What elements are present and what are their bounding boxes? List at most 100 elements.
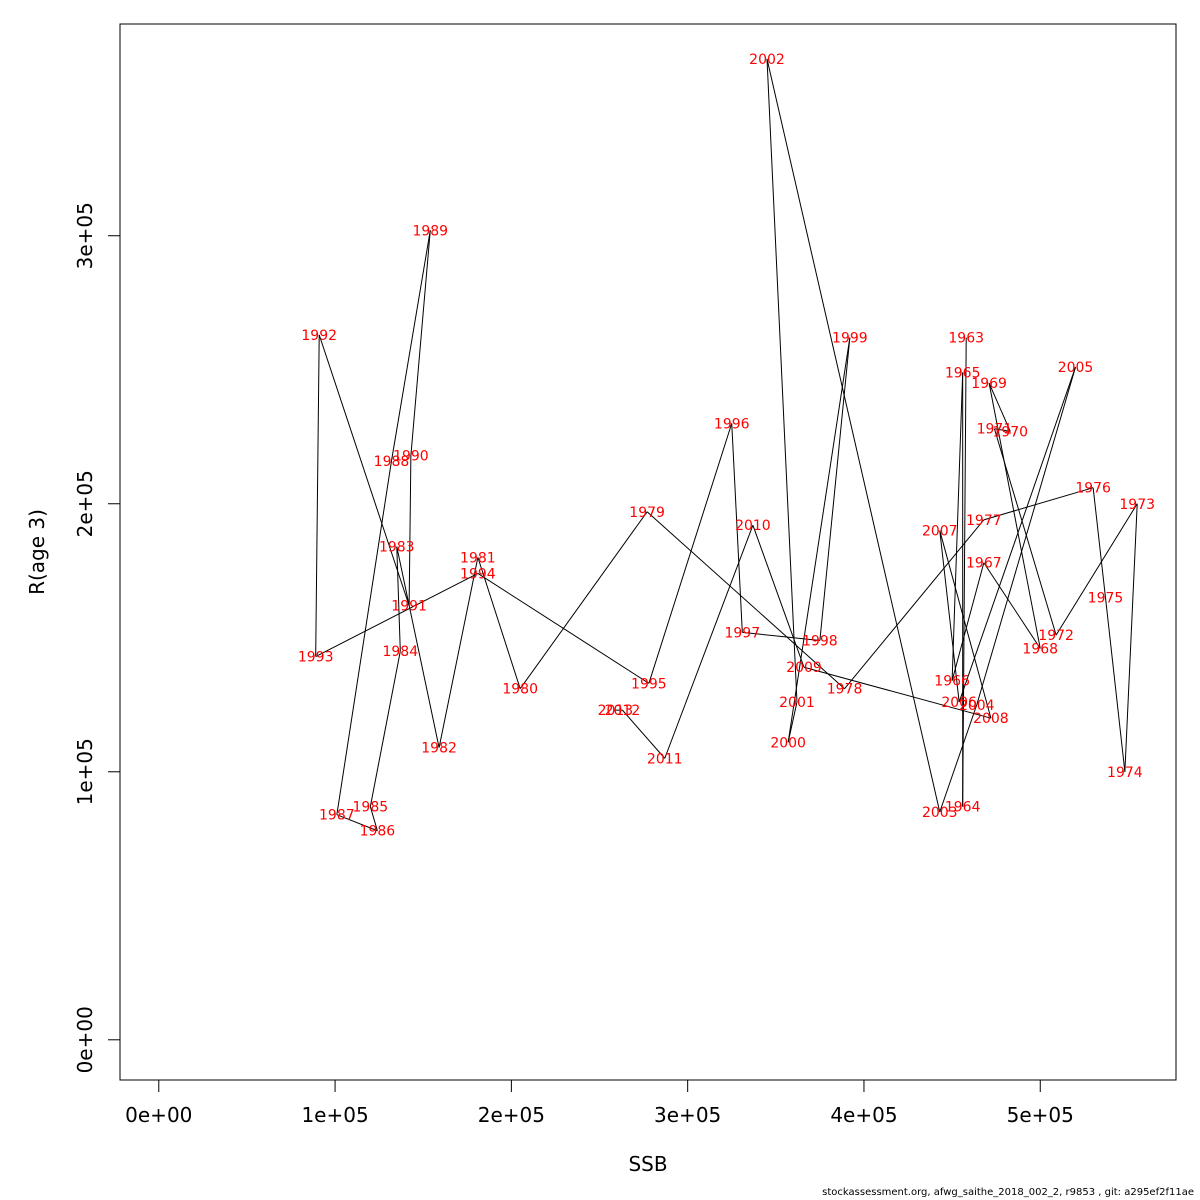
segment-1989-1990: [410, 230, 431, 456]
footer-credit: stockassessment.org, afwg_saithe_2018_00…: [822, 1187, 1194, 1198]
point-label-1981: 1981: [460, 550, 496, 566]
point-label-1996: 1996: [714, 416, 750, 432]
segment-1967-1968: [983, 562, 1041, 649]
segment-1963-1964: [962, 337, 967, 807]
segment-1976-1977: [983, 487, 1094, 521]
y-tick-label: 3e+05: [73, 202, 97, 269]
point-label-1975: 1975: [1088, 591, 1124, 607]
segment-1993-1994: [315, 572, 479, 657]
segment-1974-1975: [1104, 597, 1126, 772]
point-label-1974: 1974: [1107, 765, 1143, 781]
point-label-2007: 2007: [922, 524, 958, 540]
point-label-2006: 2006: [941, 695, 977, 711]
segment-1970-1971: [994, 428, 1011, 432]
segment-1994-1995: [477, 573, 650, 684]
segment-1987-1988: [336, 460, 392, 815]
point-label-1973: 1973: [1119, 497, 1155, 513]
segment-1981-1982: [438, 557, 479, 748]
segment-1990-1991: [408, 455, 412, 606]
segment-2010-2011: [664, 525, 754, 759]
point-label-1965: 1965: [945, 365, 981, 381]
segment-1982-1983: [396, 546, 440, 748]
point-label-2002: 2002: [749, 52, 785, 68]
segment-2003-2004: [939, 704, 978, 813]
segment-2006-2007: [939, 530, 960, 703]
segment-2007-2008: [939, 530, 992, 719]
x-axis: 0e+00 1e+05 2e+05 3e+05 4e+05 5e+05: [125, 1079, 1074, 1127]
point-label-1967: 1967: [966, 556, 1002, 572]
segment-2001-2002: [766, 58, 798, 703]
segment-1988-1989: [390, 230, 431, 461]
segment-1985-1986: [369, 806, 378, 831]
segment-1979-1980: [519, 511, 648, 689]
point-label-2009: 2009: [786, 660, 822, 676]
point-label-1966: 1966: [934, 674, 970, 690]
x-tick-label: 3e+05: [654, 1103, 721, 1127]
point-label-1986: 1986: [360, 824, 396, 840]
point-label-1982: 1982: [421, 741, 457, 757]
point-label-1977: 1977: [966, 513, 1002, 529]
segment-1971-1972: [993, 428, 1057, 636]
point-label-1976: 1976: [1075, 481, 1111, 497]
segment-1992-1993: [315, 334, 320, 657]
point-label-2004: 2004: [959, 698, 995, 714]
point-label-2001: 2001: [779, 695, 815, 711]
y-tick-label: 2e+05: [73, 470, 97, 537]
point-label-1999: 1999: [832, 331, 868, 347]
segment-2008-2009: [803, 666, 992, 719]
segment-2005-2006: [958, 366, 1076, 703]
point-label-1968: 1968: [1022, 641, 1058, 657]
segment-1998-1999: [819, 337, 851, 641]
point-label-1989: 1989: [412, 223, 448, 239]
segment-1980-1981: [477, 557, 521, 689]
point-label-1997: 1997: [724, 625, 760, 641]
point-label-1995: 1995: [631, 676, 667, 692]
point-label-1990: 1990: [393, 449, 429, 465]
segment-1999-2000: [787, 337, 851, 743]
point-label-2000: 2000: [770, 735, 806, 751]
segment-1969-1970: [988, 382, 1011, 432]
point-label-2003: 2003: [922, 805, 958, 821]
plot-frame: [119, 23, 1177, 1081]
point-label-1992: 1992: [301, 328, 337, 344]
point-label-1964: 1964: [945, 800, 981, 816]
x-tick-label: 1e+05: [301, 1103, 368, 1127]
point-label-1983: 1983: [379, 540, 415, 556]
point-label-2010: 2010: [735, 518, 771, 534]
point-label-1978: 1978: [827, 682, 863, 698]
segment-1966-1967: [951, 562, 985, 681]
point-label-1969: 1969: [971, 376, 1007, 392]
point-label-1971: 1971: [977, 422, 1013, 438]
segment-2002-2003: [766, 58, 941, 813]
point-label-1970: 1970: [992, 424, 1028, 440]
point-label-1972: 1972: [1038, 628, 1074, 644]
segment-1995-1996: [648, 423, 733, 684]
point-label-1984: 1984: [382, 644, 418, 660]
x-tick-label: 4e+05: [830, 1103, 897, 1127]
point-label-1963: 1963: [948, 331, 984, 347]
segment-1977-1978: [844, 519, 985, 690]
segment-1978-1979: [646, 511, 845, 690]
segment-1996-1997: [731, 423, 743, 633]
segment-1968-1969: [988, 383, 1041, 649]
segment-1997-1998: [742, 631, 820, 641]
x-tick-label: 5e+05: [1007, 1103, 1074, 1127]
point-label-2011: 2011: [647, 751, 683, 767]
segment-1983-1984: [396, 546, 401, 652]
x-axis-title: SSB: [628, 1152, 667, 1176]
segment-1973-1974: [1124, 503, 1138, 772]
point-label-2012: 2012: [605, 703, 641, 719]
point-label-2013: 2013: [598, 703, 634, 719]
segment-1984-1985: [369, 651, 401, 807]
segment-2004-2005: [976, 366, 1076, 705]
point-label-1987: 1987: [319, 808, 355, 824]
point-label-1985: 1985: [353, 800, 389, 816]
point-label-1991: 1991: [391, 599, 427, 615]
segment-1986-1987: [336, 814, 378, 832]
segment-2009-2010: [752, 525, 805, 668]
y-axis: 0e+00 1e+05 2e+05 3e+05: [73, 202, 121, 1073]
segment-1975-1976: [1092, 487, 1106, 598]
point-label-1993: 1993: [298, 650, 334, 666]
